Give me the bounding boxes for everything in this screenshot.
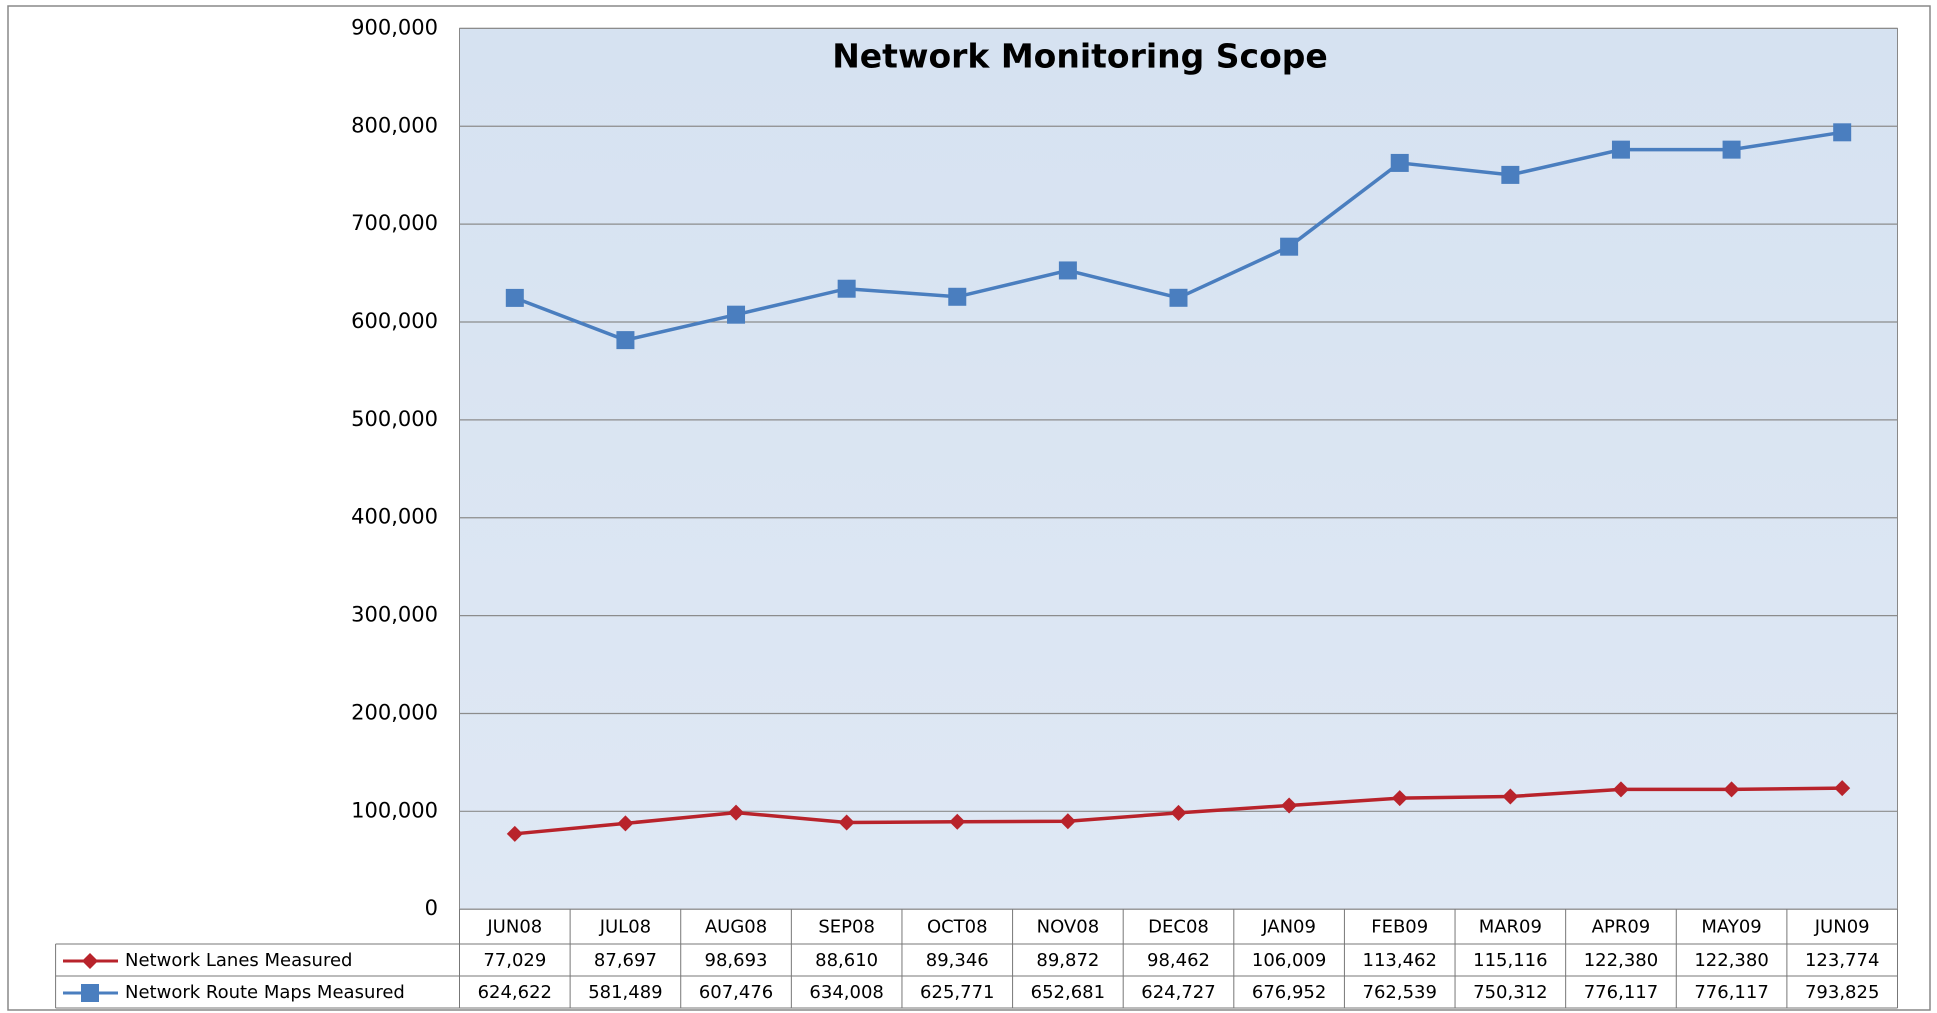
data-label: 89,872 xyxy=(1036,950,1099,971)
marker xyxy=(948,287,967,306)
marker xyxy=(1722,140,1741,159)
frame xyxy=(7,5,1931,1011)
data-label: 776,117 xyxy=(1694,982,1768,1003)
y-tick-label: 900,000 xyxy=(351,15,438,39)
x-tick-label: AUG08 xyxy=(705,917,767,938)
marker xyxy=(949,813,966,830)
marker xyxy=(838,814,855,831)
y-tick-label: 800,000 xyxy=(351,113,438,137)
marker xyxy=(1834,780,1851,797)
marker xyxy=(1501,165,1520,184)
marker xyxy=(505,288,524,307)
data-label: 98,693 xyxy=(705,950,768,971)
data-label: 634,008 xyxy=(809,982,883,1003)
data-label: 776,117 xyxy=(1584,982,1658,1003)
data-label: 113,462 xyxy=(1363,950,1437,971)
data-label: 115,116 xyxy=(1473,950,1547,971)
marker xyxy=(837,279,856,298)
x-tick-label: JUN08 xyxy=(486,917,542,938)
marker xyxy=(728,804,745,821)
data-label: 106,009 xyxy=(1252,950,1326,971)
marker xyxy=(1833,123,1852,142)
y-tick-label: 200,000 xyxy=(351,700,438,724)
marker xyxy=(1612,781,1629,798)
chart-title: Network Monitoring Scope xyxy=(832,37,1328,76)
y-tick-label: 100,000 xyxy=(351,798,438,822)
y-tick-label: 300,000 xyxy=(351,603,438,627)
data-label: 89,346 xyxy=(926,950,989,971)
x-tick-label: JUL08 xyxy=(599,917,651,938)
y-tick-label: 600,000 xyxy=(351,309,438,333)
data-label: 88,610 xyxy=(815,950,878,971)
marker xyxy=(1170,804,1187,821)
data-label: 750,312 xyxy=(1473,982,1547,1003)
data-label: 762,539 xyxy=(1363,982,1437,1003)
x-tick-label: FEB09 xyxy=(1371,917,1428,938)
x-tick-label: OCT08 xyxy=(927,917,988,938)
y-tick-label: 500,000 xyxy=(351,407,438,431)
marker xyxy=(1502,788,1519,805)
plot-area xyxy=(459,27,1898,910)
data-label: 77,029 xyxy=(483,950,546,971)
y-tick-label: 700,000 xyxy=(351,211,438,235)
marker xyxy=(1611,140,1630,159)
x-tick-label: JAN09 xyxy=(1261,917,1316,938)
x-tick-label: NOV08 xyxy=(1037,917,1100,938)
marker xyxy=(506,825,523,842)
data-label: 607,476 xyxy=(699,982,773,1003)
x-tick-label: SEP08 xyxy=(818,917,875,938)
marker xyxy=(1059,813,1076,830)
marker xyxy=(1280,237,1299,256)
x-tick-label: MAR09 xyxy=(1479,917,1542,938)
marker xyxy=(1169,288,1188,307)
y-tick-label: 400,000 xyxy=(351,505,438,529)
data-label: 624,727 xyxy=(1141,982,1215,1003)
data-label: 624,622 xyxy=(478,982,552,1003)
data-label: 122,380 xyxy=(1584,950,1658,971)
marker xyxy=(1058,261,1077,280)
marker xyxy=(1281,797,1298,814)
marker xyxy=(617,815,634,832)
legend-label: Network Route Maps Measured xyxy=(125,982,405,1003)
data-label: 98,462 xyxy=(1147,950,1210,971)
marker xyxy=(616,331,635,350)
data-label: 122,380 xyxy=(1694,950,1768,971)
data-label: 581,489 xyxy=(588,982,662,1003)
marker xyxy=(1390,153,1409,172)
data-label: 123,774 xyxy=(1805,950,1879,971)
data-label: 652,681 xyxy=(1031,982,1105,1003)
y-tick-label: 0 xyxy=(425,896,438,920)
data-label: 625,771 xyxy=(920,982,994,1003)
marker xyxy=(727,305,746,324)
legend-marker xyxy=(81,984,99,1002)
data-label: 87,697 xyxy=(594,950,657,971)
data-label: 676,952 xyxy=(1252,982,1326,1003)
x-tick-label: MAY09 xyxy=(1701,917,1761,938)
x-tick-label: JUN09 xyxy=(1814,917,1870,938)
x-tick-label: DEC08 xyxy=(1148,917,1209,938)
data-label: 793,825 xyxy=(1805,982,1879,1003)
marker xyxy=(1391,790,1408,807)
legend-label: Network Lanes Measured xyxy=(125,950,352,971)
legend-marker xyxy=(82,953,98,969)
chart-content: 0 100,000 200,000 300,000 400,000 500,000 600,… xyxy=(55,15,1898,1009)
marker xyxy=(1723,781,1740,798)
x-tick-label: APR09 xyxy=(1592,917,1651,938)
